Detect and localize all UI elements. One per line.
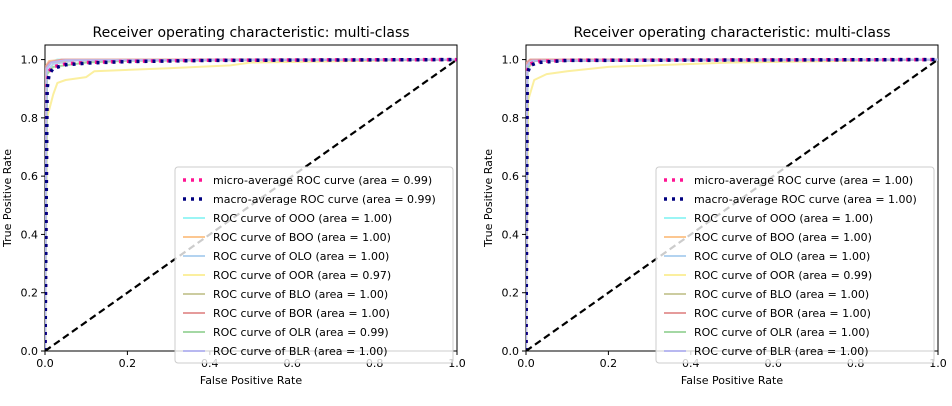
legend: micro-average ROC curve (area = 0.99) mac… [174,166,454,364]
roc-chart-left: Receiver operating characteristic: multi… [1,25,466,387]
legend-box [655,166,935,364]
legend-entry: ROC curve of BLO (area = 1.00) [694,288,869,301]
legend-entry: macro-average ROC curve (area = 0.99) [213,193,436,206]
legend-entry: ROC curve of OLO (area = 1.00) [213,250,389,263]
legend-entry: macro-average ROC curve (area = 1.00) [694,193,917,206]
y-tick-label: 1.0 [502,54,520,67]
diagonal-reference-line [526,58,938,351]
y-tick-label: 0.2 [21,287,39,300]
y-tick-label: 0.6 [502,170,520,183]
chart-title: Receiver operating characteristic: multi… [573,25,890,41]
y-axis-label: True Positive Rate [1,149,14,248]
x-tick-label: 0.2 [119,357,137,370]
series-line [45,58,457,351]
series-line [45,58,457,351]
legend-entry: micro-average ROC curve (area = 1.00) [694,174,913,187]
legend-entry: ROC curve of BOO (area = 1.00) [694,231,872,244]
y-axis-label: True Positive Rate [482,149,495,248]
y-tick-label: 0.6 [21,170,39,183]
series-line [45,57,457,351]
legend-entry: ROC curve of OOO (area = 1.00) [213,212,392,225]
x-tick-label: 0.0 [517,357,535,370]
legend-entry: micro-average ROC curve (area = 0.99) [213,174,432,187]
plot-area: 0.00.20.40.60.81.00.00.20.40.60.81.0 [502,44,947,370]
x-tick-label: 0.0 [36,357,54,370]
y-tick-label: 0.8 [502,112,520,125]
legend-entry: ROC curve of BLO (area = 1.00) [213,288,388,301]
legend-entry: ROC curve of OLR (area = 1.00) [694,326,870,339]
y-tick-label: 0.8 [21,112,39,125]
legend-box [174,166,454,364]
diagonal-reference-line [45,58,457,351]
chart-title: Receiver operating characteristic: multi… [92,25,409,41]
x-axis-label: False Positive Rate [681,374,783,387]
legend-entry: ROC curve of BLR (area = 1.00) [213,345,388,358]
series-lines [45,57,457,351]
legend-entry: ROC curve of OOO (area = 1.00) [694,212,873,225]
y-tick-label: 0.4 [502,228,520,241]
x-tick-label: 0.2 [600,357,618,370]
legend-entry: ROC curve of OLO (area = 1.00) [694,250,870,263]
y-tick-label: 0.0 [21,345,39,358]
y-tick-label: 0.2 [502,287,520,300]
legend-entry: ROC curve of OOR (area = 0.99) [694,269,872,282]
legend-entry: ROC curve of OOR (area = 0.97) [213,269,391,282]
series-line [526,58,938,351]
legend-entry: ROC curve of BOO (area = 1.00) [213,231,391,244]
legend-entry: ROC curve of BOR (area = 1.00) [213,307,390,320]
legend: micro-average ROC curve (area = 1.00) mac… [655,166,935,364]
legend-entry: ROC curve of BOR (area = 1.00) [694,307,871,320]
y-tick-label: 0.4 [21,228,39,241]
legend-entry: ROC curve of BLR (area = 1.00) [694,345,869,358]
y-tick-label: 0.0 [502,345,520,358]
series-line [526,57,938,351]
x-axis-label: False Positive Rate [200,374,302,387]
roc-chart-right: Receiver operating characteristic: multi… [482,25,947,387]
legend-entry: ROC curve of OLR (area = 0.99) [213,326,389,339]
series-line [526,58,938,351]
y-tick-label: 1.0 [21,54,39,67]
series-lines [526,57,938,351]
